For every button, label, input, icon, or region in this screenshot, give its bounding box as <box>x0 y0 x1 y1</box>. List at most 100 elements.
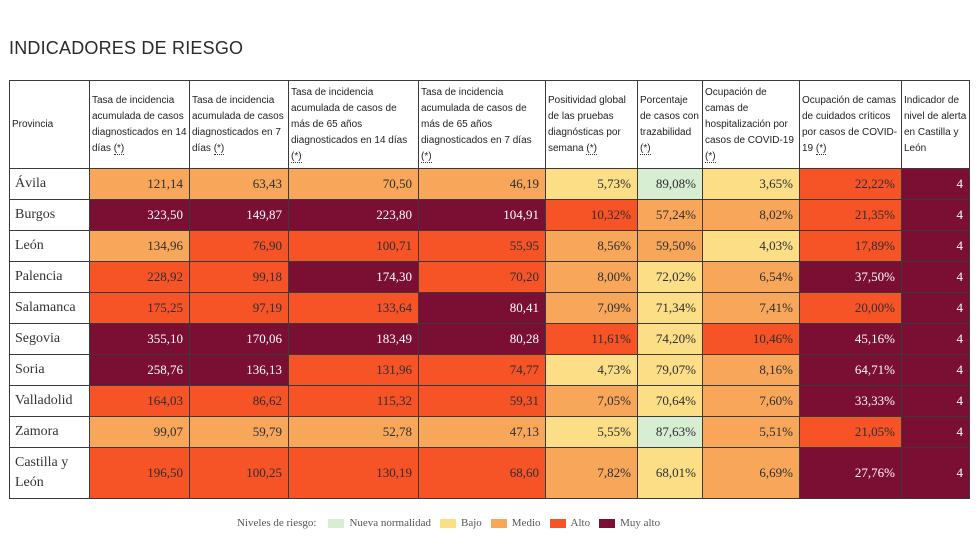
footnote-ref[interactable]: (*) <box>815 142 827 155</box>
header-text: Tasa de incidencia acumulada de casos de… <box>291 86 408 146</box>
indicator-cell: 100,25 <box>189 447 289 499</box>
indicator-cell: 20,00% <box>799 292 902 324</box>
indicator-cell: 4 <box>901 354 970 386</box>
indicator-cell: 79,07% <box>637 354 703 386</box>
indicator-cell: 27,76% <box>799 447 902 499</box>
indicator-cell: 131,96 <box>288 354 419 386</box>
indicator-cell: 86,62 <box>189 385 289 417</box>
indicator-cell: 22,22% <box>799 168 902 200</box>
indicator-cell: 196,50 <box>89 447 190 499</box>
footnote-ref[interactable]: (*) <box>705 150 716 163</box>
indicator-cell: 57,24% <box>637 199 703 231</box>
footnote-ref[interactable]: (*) <box>113 142 125 155</box>
indicator-cell: 8,16% <box>702 354 800 386</box>
indicator-cell: 4 <box>901 385 970 417</box>
indicator-cell: 149,87 <box>189 199 289 231</box>
table-row: Soria 258,76 136,13 131,96 74,77 4,73% 79,07% 8… <box>9 354 970 386</box>
indicator-cell: 3,65% <box>702 168 800 200</box>
province-name: León <box>9 230 90 262</box>
page-title: INDICADORES DE RIESGO <box>9 38 244 58</box>
indicator-cell: 115,32 <box>288 385 419 417</box>
header-text: Ocupación de camas de cuidados críticos … <box>802 94 898 154</box>
footnote-ref[interactable]: (*) <box>640 142 651 155</box>
legend-swatch-muy-alto <box>599 518 616 528</box>
header-positividad: Positividad global de las pruebas diagnó… <box>545 80 638 169</box>
indicator-cell: 170,06 <box>189 323 289 355</box>
header-text: Positividad global de las pruebas diagnó… <box>548 94 626 154</box>
table-row: Valladolid 164,03 86,62 115,32 59,31 7,05% 70,… <box>9 385 970 417</box>
indicator-cell: 87,63% <box>637 416 703 448</box>
header-text: Indicador de nivel de alerta en Castilla… <box>904 94 967 154</box>
indicator-cell: 8,56% <box>545 230 638 262</box>
header-incidencia-7d: Tasa de incidencia acumulada de casos di… <box>189 80 289 169</box>
table-row: Palencia 228,92 99,18 174,30 70,20 8,00% 72,02… <box>9 261 970 293</box>
indicator-cell: 7,60% <box>702 385 800 417</box>
indicator-cell: 68,01% <box>637 447 703 499</box>
province-name: Valladolid <box>9 385 90 417</box>
table-row: Burgos 323,50 149,87 223,80 104,91 10,32% 57,2… <box>9 199 970 231</box>
footnote-ref[interactable]: (*) <box>586 142 597 155</box>
table-row: Salamanca 175,25 97,19 133,64 80,41 7,09% 71,3… <box>9 292 970 324</box>
indicator-cell: 355,10 <box>89 323 190 355</box>
legend-item-label: Medio <box>511 517 541 529</box>
indicator-cell: 4 <box>901 292 970 324</box>
indicator-cell: 74,77 <box>418 354 546 386</box>
header-incidencia-65-14d: Tasa de incidencia acumulada de casos de… <box>288 80 419 169</box>
indicator-cell: 64,71% <box>799 354 902 386</box>
indicator-cell: 89,08% <box>637 168 703 200</box>
indicator-cell: 10,46% <box>702 323 800 355</box>
indicator-cell: 228,92 <box>89 261 190 293</box>
table-row: León 134,96 76,90 100,71 55,95 8,56% 59,50% 4,0… <box>9 230 970 262</box>
indicator-cell: 21,05% <box>799 416 902 448</box>
indicator-cell: 183,49 <box>288 323 419 355</box>
indicator-cell: 71,34% <box>637 292 703 324</box>
indicator-cell: 223,80 <box>288 199 419 231</box>
indicator-cell: 10,32% <box>545 199 638 231</box>
indicator-cell: 174,30 <box>288 261 419 293</box>
indicator-cell: 80,28 <box>418 323 546 355</box>
table-row: Ávila 121,14 63,43 70,50 46,19 5,73% 89,08% 3,6… <box>9 168 970 200</box>
indicator-cell: 4 <box>901 416 970 448</box>
indicator-cell: 104,91 <box>418 199 546 231</box>
indicator-cell: 45,16% <box>799 323 902 355</box>
indicator-cell: 136,13 <box>189 354 289 386</box>
indicator-cell: 134,96 <box>89 230 190 262</box>
indicator-cell: 70,50 <box>288 168 419 200</box>
province-name: Ávila <box>9 168 90 200</box>
risk-indicators-table: Provincia Tasa de incidencia acumulada d… <box>9 80 970 499</box>
province-name: Zamora <box>9 416 90 448</box>
indicator-cell: 4,03% <box>702 230 800 262</box>
indicator-cell: 55,95 <box>418 230 546 262</box>
indicator-cell: 59,31 <box>418 385 546 417</box>
indicator-cell: 4 <box>901 199 970 231</box>
province-name: Castilla y León <box>9 447 90 499</box>
header-row: Provincia Tasa de incidencia acumulada d… <box>9 80 970 169</box>
legend-swatch-medio <box>490 518 507 528</box>
indicator-cell: 4 <box>901 230 970 262</box>
indicator-cell: 99,07 <box>89 416 190 448</box>
province-name: Burgos <box>9 199 90 231</box>
table-row: Segovia 355,10 170,06 183,49 80,28 11,61% 74,2… <box>9 323 970 355</box>
legend-swatch-bajo <box>440 518 456 528</box>
header-provincia: Provincia <box>9 80 90 169</box>
footnote-ref[interactable]: (*) <box>421 150 432 163</box>
footnote-ref[interactable]: (*) <box>291 150 302 163</box>
indicator-cell: 59,79 <box>189 416 289 448</box>
indicator-cell: 68,60 <box>418 447 546 499</box>
header-text: Tasa de incidencia acumulada de casos di… <box>92 94 187 154</box>
header-ocupacion-uci: Ocupación de camas de cuidados críticos … <box>799 80 902 169</box>
indicator-cell: 133,64 <box>288 292 419 324</box>
indicator-cell: 164,03 <box>89 385 190 417</box>
province-name: Palencia <box>9 261 90 293</box>
province-name: Soria <box>9 354 90 386</box>
indicator-cell: 7,82% <box>545 447 638 499</box>
indicator-cell: 323,50 <box>89 199 190 231</box>
indicator-cell: 72,02% <box>637 261 703 293</box>
indicator-cell: 33,33% <box>799 385 902 417</box>
indicator-cell: 63,43 <box>189 168 289 200</box>
header-text: Provincia <box>12 118 54 130</box>
indicator-cell: 4,73% <box>545 354 638 386</box>
indicator-cell: 99,18 <box>189 261 289 293</box>
indicator-cell: 17,89% <box>799 230 902 262</box>
footnote-ref[interactable]: (*) <box>213 142 225 155</box>
